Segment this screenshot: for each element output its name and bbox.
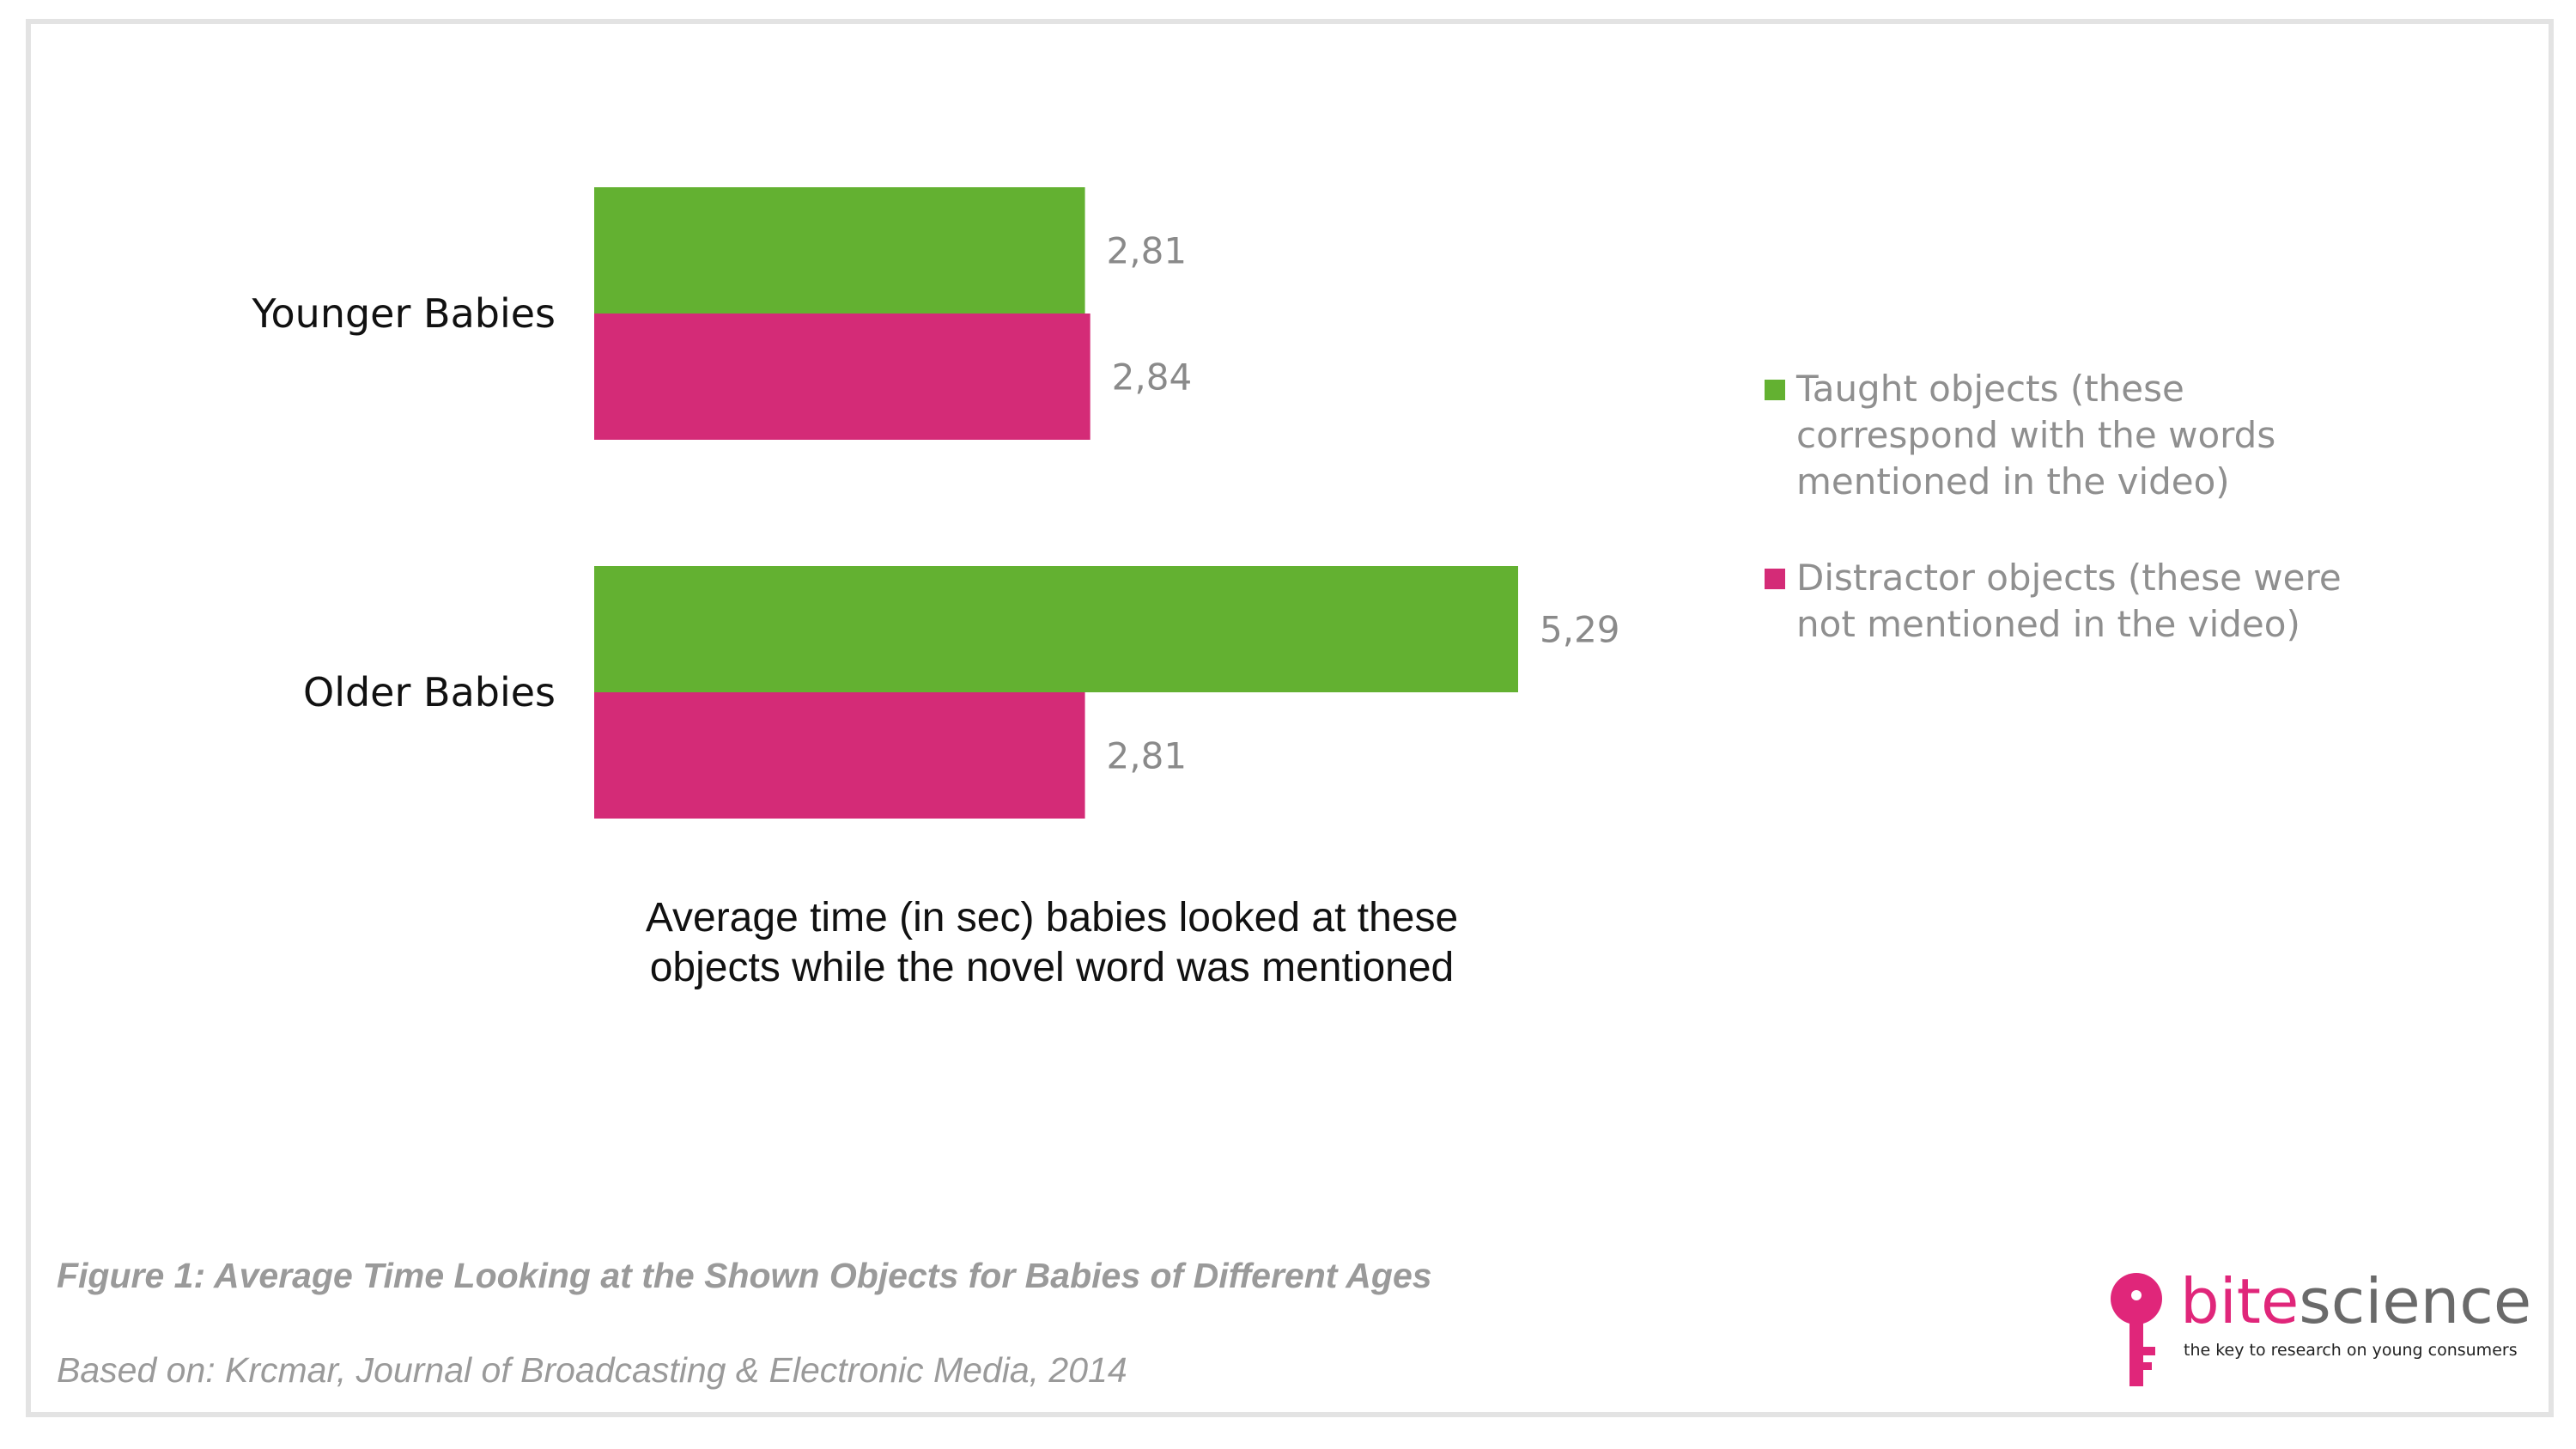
legend-line: mentioned in the video)	[1796, 460, 2230, 502]
legend-line: correspond with the words	[1796, 414, 2276, 456]
legend-item-distractor: Distractor objects (these were not menti…	[1765, 555, 2417, 648]
legend-swatch-distractor	[1765, 569, 1785, 589]
axis-caption: Average time (in sec) babies looked at t…	[494, 893, 1610, 993]
logo-bite: bite	[2180, 1265, 2300, 1337]
bar-taught-younger	[594, 187, 1085, 314]
bar-taught-older	[594, 566, 1518, 692]
figure-title: Figure 1: Average Time Looking at the Sh…	[57, 1256, 1432, 1295]
bar-distractor-older	[594, 692, 1085, 819]
legend-line: not mentioned in the video)	[1796, 603, 2300, 645]
data-label: 2,84	[1112, 356, 1193, 399]
caption-line: objects while the novel word was mention…	[649, 945, 1455, 990]
bitescience-logo: bitescience the key to research on young…	[2108, 1265, 2531, 1390]
logo-wordmark: bitescience	[2180, 1263, 2531, 1340]
figure-source: Based on: Krcmar, Journal of Broadcastin…	[57, 1350, 1127, 1390]
figure-frame	[26, 19, 2554, 1417]
key-icon	[2111, 1273, 2162, 1386]
caption-line: Average time (in sec) babies looked at t…	[645, 895, 1459, 941]
chart-legend: Taught objects (these correspond with th…	[1765, 366, 2417, 697]
data-label: 5,29	[1540, 609, 1620, 651]
logo-science: science	[2299, 1265, 2532, 1337]
legend-line: Distractor objects (these were	[1796, 557, 2342, 599]
legend-line: Taught objects (these	[1796, 368, 2184, 410]
bar-distractor-younger	[594, 314, 1091, 440]
logo-tagline: the key to research on young consumers	[2184, 1341, 2518, 1360]
category-label: Younger Babies	[252, 290, 556, 337]
legend-swatch-taught	[1765, 380, 1785, 400]
data-label: 2,81	[1107, 735, 1188, 777]
category-label: Older Babies	[303, 669, 556, 715]
legend-item-taught: Taught objects (these correspond with th…	[1765, 366, 2417, 505]
data-label: 2,81	[1107, 230, 1188, 272]
